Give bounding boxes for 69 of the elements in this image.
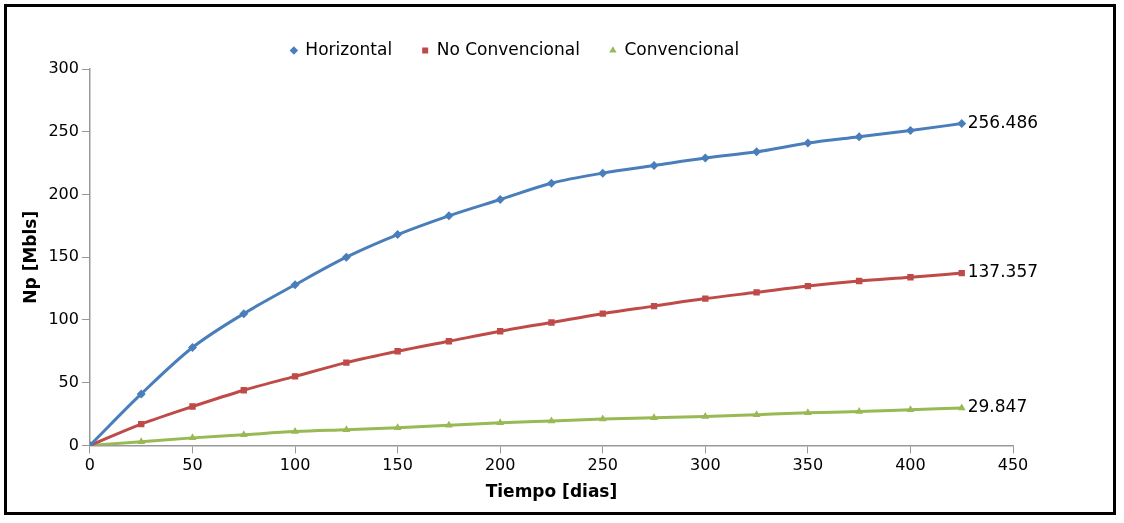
point (239, 309, 249, 319)
y-tick-label: 150 (48, 246, 79, 266)
data-label: 256.486 (967, 112, 1039, 133)
point (394, 348, 401, 355)
point (342, 425, 351, 432)
point (906, 405, 915, 412)
point (393, 423, 402, 431)
point (855, 407, 864, 414)
point (855, 277, 863, 285)
point (137, 437, 146, 444)
point (803, 138, 813, 148)
x-tick-label: 200 (484, 455, 516, 475)
point (957, 119, 967, 129)
y-tick-label: 300 (48, 58, 79, 78)
point (444, 211, 454, 221)
point (495, 194, 505, 204)
y-tick-label: 250 (48, 120, 79, 140)
legend-label: No Convencional (436, 38, 580, 59)
x-tick-label: 400 (895, 455, 926, 475)
point (445, 420, 453, 428)
point (291, 373, 299, 380)
point (496, 418, 505, 426)
legend-label: Convencional (624, 38, 740, 59)
point (548, 319, 555, 326)
point (136, 389, 146, 399)
point (547, 416, 556, 424)
point (291, 427, 299, 434)
point (649, 161, 659, 171)
frame: Tiempo [dias] Np [Mbls] Horizontal No Convencional Convencional 0 50 100 150 200 250 300 350 400 450 0 50 100 150 200 250 300 256.486 137.357 29.847 (4, 4, 1116, 515)
x-tick-label: 450 (997, 455, 1029, 475)
point (803, 408, 812, 416)
point (393, 230, 403, 240)
point (907, 274, 914, 281)
y-tick-label: 0 (68, 434, 79, 454)
point (598, 414, 607, 422)
point (753, 289, 760, 296)
legend-label: Horizontal (305, 38, 393, 59)
x-tick-label: 300 (690, 455, 721, 475)
point (546, 178, 556, 188)
point (700, 153, 710, 163)
y-tick-label: 200 (48, 183, 79, 203)
y-axis-title: Np [Mbls] (19, 210, 40, 304)
x-tick-label: 350 (792, 455, 824, 475)
x-tick-label: 250 (587, 455, 619, 475)
x-tick-label: 100 (279, 455, 311, 475)
point (905, 125, 915, 135)
y-tick-label: 100 (48, 309, 79, 329)
point (343, 359, 350, 366)
point (650, 413, 658, 421)
data-label: 137.357 (967, 261, 1039, 282)
point (189, 403, 196, 410)
point (598, 168, 608, 178)
data-label: 29.847 (967, 396, 1028, 417)
x-tick-label: 150 (382, 455, 413, 475)
point (188, 433, 197, 441)
point (752, 410, 761, 417)
y-tick-label: 50 (58, 371, 79, 391)
point (854, 132, 864, 142)
point (239, 430, 248, 437)
x-tick-label: 50 (182, 455, 203, 475)
point (957, 403, 966, 411)
x-tick-label: 0 (84, 455, 96, 475)
point (599, 310, 606, 317)
point (341, 252, 351, 262)
point (188, 343, 197, 353)
point (701, 412, 710, 419)
x-axis-title: Tiempo [dias] (485, 481, 618, 502)
point (290, 280, 300, 290)
point (702, 295, 709, 302)
